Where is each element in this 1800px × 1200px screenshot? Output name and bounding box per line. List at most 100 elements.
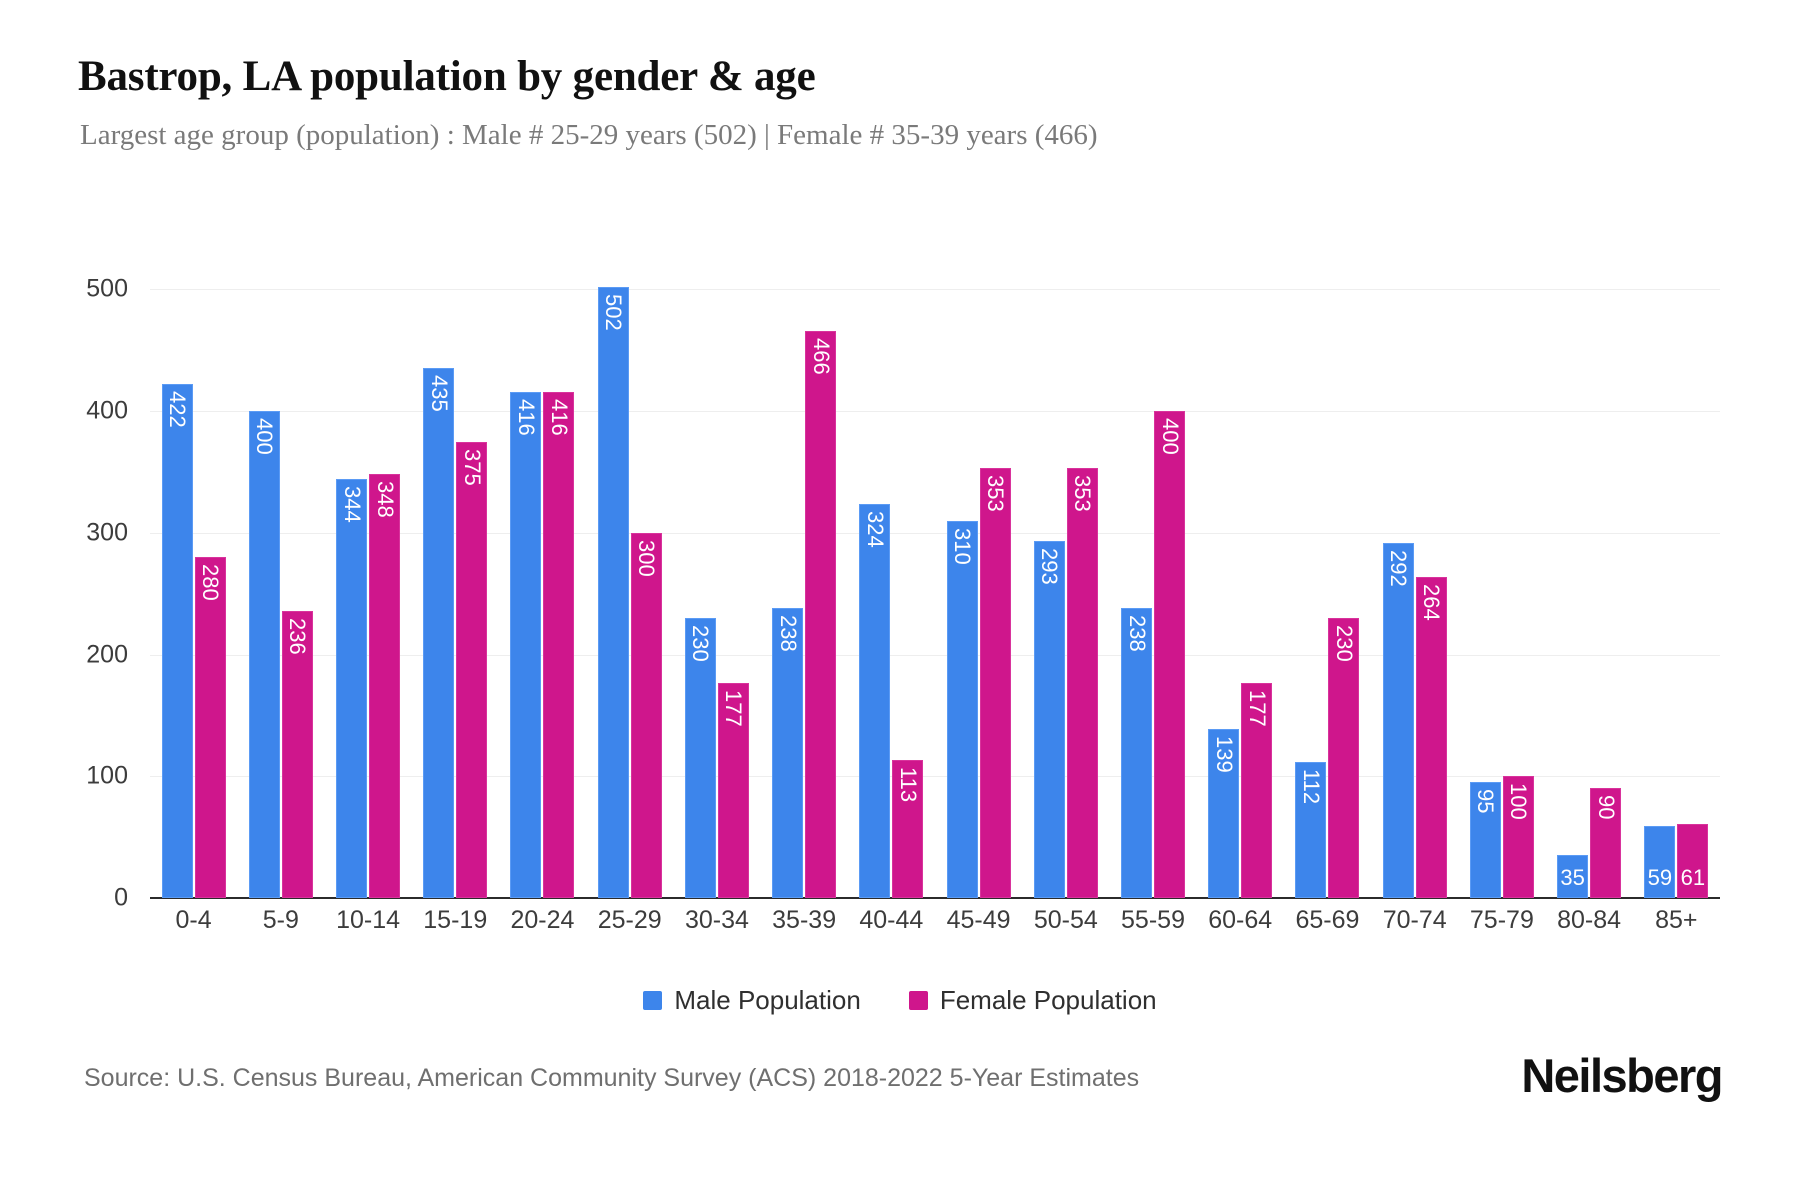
legend-swatch-female-icon (908, 991, 928, 1010)
bar-male[interactable]: 238 (1121, 608, 1153, 898)
x-axis-tick-label: 30-34 (684, 906, 749, 934)
bar-male[interactable]: 59 (1644, 826, 1676, 898)
bar-female[interactable]: 353 (979, 468, 1011, 898)
bar-value-label: 90 (1593, 795, 1619, 820)
bar-value-label: 230 (688, 625, 714, 662)
bar-value-label: 112 (1298, 768, 1324, 804)
bar-female[interactable]: 416 (543, 391, 575, 898)
bar-male[interactable]: 416 (510, 391, 542, 898)
gridline (150, 776, 1720, 778)
x-axis-tick-label: 70-74 (1382, 906, 1447, 934)
gridline (150, 532, 1720, 534)
bar-female[interactable]: 300 (630, 532, 662, 898)
legend-label: Female Population (939, 985, 1157, 1015)
bar-female[interactable]: 466 (805, 330, 837, 898)
bar-value-label: 502 (601, 293, 627, 331)
bar-male[interactable]: 310 (946, 520, 978, 898)
chart-legend: Male Population Female Population (0, 985, 1800, 1016)
legend-item-male[interactable]: Male Population (643, 985, 861, 1016)
bar-male[interactable]: 230 (684, 618, 716, 898)
bar-value-label: 422 (165, 391, 191, 429)
bar-group: 139 177 (1197, 265, 1284, 898)
y-axis-tick-label: 500 (86, 274, 128, 303)
gridline (150, 411, 1720, 413)
bar-value-label: 100 (1506, 783, 1532, 820)
bar-value-label: 177 (721, 689, 747, 727)
bar-value-label: 375 (459, 448, 485, 486)
bar-value-label: 238 (1124, 615, 1150, 652)
bar-group: 502 300 (586, 265, 673, 898)
bar-male[interactable]: 324 (859, 503, 891, 898)
x-axis-tick-label: 55-59 (1121, 906, 1185, 934)
bar-value-label: 61 (1680, 865, 1706, 890)
bar-female[interactable]: 177 (717, 682, 749, 898)
legend-label: Male Population (674, 985, 861, 1015)
bar-male[interactable]: 400 (248, 411, 280, 898)
bar-male[interactable]: 139 (1208, 728, 1240, 898)
bar-value-label: 416 (513, 398, 539, 436)
bar-female[interactable]: 400 (1154, 411, 1186, 898)
bar-group: 238 400 (1109, 265, 1196, 898)
bar-group: 324 113 (848, 265, 935, 898)
bar-value-label: 177 (1244, 689, 1270, 727)
bar-female[interactable]: 177 (1241, 682, 1273, 898)
bar-male[interactable]: 435 (423, 368, 455, 898)
bar-female[interactable]: 236 (281, 610, 313, 898)
bar-group: 35 90 (1546, 265, 1633, 898)
bar-group: 238 466 (761, 265, 848, 898)
bar-female[interactable]: 375 (456, 441, 488, 898)
bar-female[interactable]: 61 (1677, 823, 1709, 898)
bar-value-label: 280 (198, 564, 224, 601)
x-axis-tick-label: 35-39 (772, 906, 837, 934)
x-axis-tick-label: 85+ (1655, 906, 1698, 934)
bar-female[interactable]: 113 (892, 760, 924, 898)
x-axis-tick-label: 20-24 (510, 906, 575, 934)
bar-value-label: 348 (372, 481, 398, 519)
bar-value-label: 353 (983, 475, 1009, 513)
bar-groups: 422 280 400 236 344 348 435 375 416 416 502 300 230 1… (150, 265, 1720, 898)
x-axis-tick-label: 50-54 (1033, 906, 1098, 934)
bar-female[interactable]: 348 (369, 474, 401, 898)
page-subtitle: Largest age group (population) : Male # … (80, 119, 1098, 151)
bar-value-label: 238 (775, 615, 801, 652)
source-note: Source: U.S. Census Bureau, American Com… (84, 1064, 1140, 1092)
bar-male[interactable]: 35 (1557, 855, 1589, 898)
bar-male[interactable]: 502 (597, 286, 629, 898)
bar-group: 416 416 (499, 265, 586, 898)
bar-value-label: 59 (1647, 865, 1673, 890)
bar-group: 95 100 (1458, 265, 1545, 898)
bar-male[interactable]: 422 (161, 384, 193, 898)
bar-group: 435 375 (412, 265, 499, 898)
bar-male[interactable]: 95 (1469, 782, 1501, 898)
bar-value-label: 435 (426, 375, 452, 413)
bar-value-label: 292 (1386, 549, 1412, 587)
x-axis-tick-label: 25-29 (597, 906, 662, 934)
bar-male[interactable]: 344 (336, 479, 368, 898)
bar-value-label: 400 (252, 418, 278, 455)
bar-male[interactable]: 292 (1382, 542, 1414, 898)
bar-value-label: 324 (862, 510, 888, 548)
bar-female[interactable]: 353 (1066, 468, 1098, 898)
bar-male[interactable]: 112 (1295, 761, 1327, 898)
bar-value-label: 264 (1419, 583, 1445, 621)
y-axis-tick-label: 200 (86, 640, 128, 669)
x-axis-labels: 0-4 5-9 10-14 15-19 20-24 25-29 30-34 35-39 40-4… (150, 906, 1720, 935)
bar-value-label: 113 (895, 767, 921, 803)
bar-value-label: 139 (1211, 735, 1237, 773)
legend-item-female[interactable]: Female Population (908, 985, 1157, 1016)
bar-female[interactable]: 100 (1502, 776, 1534, 898)
bar-value-label: 344 (339, 486, 365, 523)
bar-female[interactable]: 264 (1415, 576, 1447, 898)
neilsberg-logo: Neilsberg (1521, 1049, 1723, 1102)
bar-female[interactable]: 280 (194, 557, 226, 898)
x-axis-tick-label: 80-84 (1557, 906, 1622, 934)
bar-female[interactable]: 230 (1328, 618, 1360, 898)
bar-male[interactable]: 293 (1033, 541, 1065, 898)
x-axis-tick-label: 45-49 (946, 906, 1011, 934)
bar-female[interactable]: 90 (1590, 788, 1622, 898)
x-axis-tick-label: 65-69 (1295, 906, 1360, 934)
bar-value-label: 236 (285, 617, 311, 655)
bar-male[interactable]: 238 (772, 608, 804, 898)
bar-value-label: 35 (1560, 865, 1585, 890)
